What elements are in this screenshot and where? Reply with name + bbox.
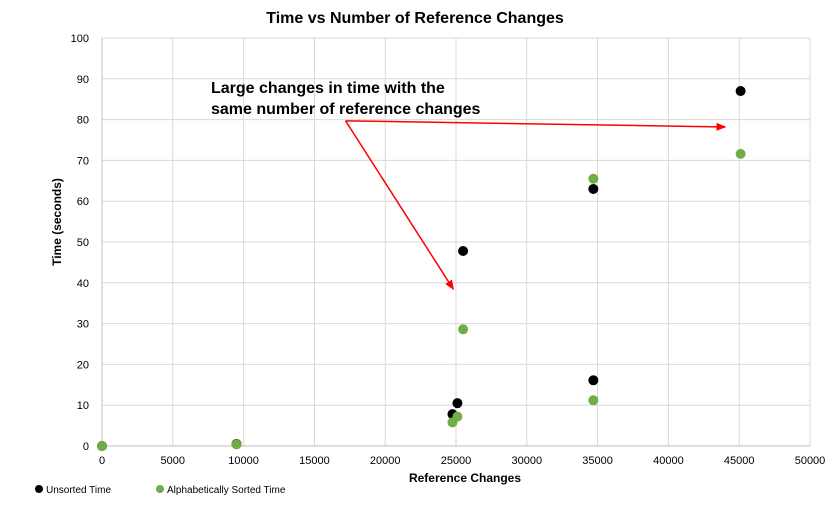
legend-label-unsorted-time: Unsorted Time (46, 485, 111, 496)
y-tick-label: 50 (77, 237, 89, 249)
y-tick-label: 90 (77, 74, 89, 86)
x-tick-label: 20000 (370, 455, 401, 467)
annotation-arrow (345, 120, 727, 131)
y-tick-label: 30 (77, 319, 89, 331)
data-point-unsorted-time (458, 245, 469, 256)
data-point-alphabetically-sorted-time (735, 148, 746, 159)
tick-labels: 0 5000 10000 15000 20000 25000 30000 35000 40000… (71, 33, 826, 467)
y-tick-label: 80 (77, 115, 89, 127)
data-point-unsorted-time (588, 375, 599, 386)
data-point-unsorted-time (735, 86, 746, 97)
annotation-line-1: Large changes in time with the (211, 80, 445, 97)
data-point-unsorted-time (452, 398, 463, 409)
legend-marker-alphabetically-sorted-time (156, 485, 164, 493)
x-tick-label: 10000 (228, 455, 259, 467)
data-point-unsorted-time (588, 183, 599, 194)
data-point-alphabetically-sorted-time (588, 173, 599, 184)
y-tick-label: 0 (83, 441, 89, 453)
data-point-alphabetically-sorted-time (231, 439, 242, 450)
y-tick-label: 60 (77, 196, 89, 208)
legend-label-alphabetically-sorted-time: Alphabetically Sorted Time (167, 485, 286, 496)
data-points (97, 86, 746, 451)
legend: Unsorted Time Alphabetically Sorted Time (35, 485, 286, 496)
y-axis-title: Time (seconds) (50, 178, 64, 266)
x-tick-label: 40000 (653, 455, 684, 467)
x-tick-label: 30000 (512, 455, 543, 467)
x-tick-label: 45000 (724, 455, 755, 467)
data-point-alphabetically-sorted-time (458, 324, 469, 335)
y-tick-label: 20 (77, 359, 89, 371)
x-tick-label: 15000 (299, 455, 330, 467)
axes (101, 38, 810, 447)
x-tick-label: 35000 (582, 455, 613, 467)
x-tick-label: 0 (99, 455, 105, 467)
y-tick-label: 70 (77, 155, 89, 167)
x-tick-label: 25000 (441, 455, 472, 467)
legend-marker-unsorted-time (35, 485, 43, 493)
y-tick-label: 40 (77, 278, 89, 290)
x-tick-label: 5000 (161, 455, 185, 467)
annotation: Large changes in time with the same numb… (211, 80, 727, 291)
y-tick-label: 10 (77, 400, 89, 412)
x-axis-title: Reference Changes (409, 471, 521, 485)
data-point-alphabetically-sorted-time (452, 411, 463, 422)
data-point-alphabetically-sorted-time (588, 395, 599, 406)
chart-title: Time vs Number of Reference Changes (266, 10, 564, 27)
x-tick-label: 50000 (795, 455, 826, 467)
annotation-arrow (344, 120, 454, 291)
annotation-line-2: same number of reference changes (211, 101, 481, 118)
data-point-alphabetically-sorted-time (97, 441, 107, 451)
y-tick-label: 100 (71, 33, 89, 45)
